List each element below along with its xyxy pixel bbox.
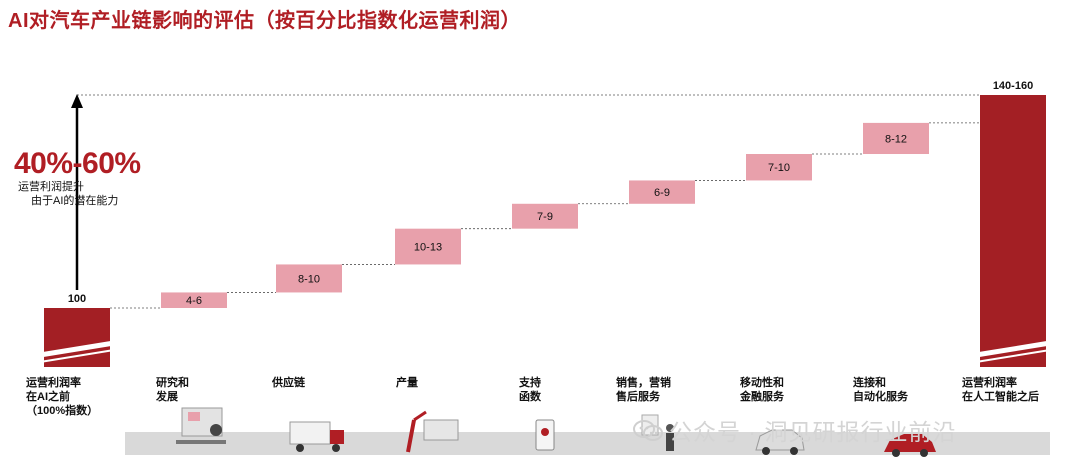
bar-value-label: 100 bbox=[68, 293, 86, 305]
bar-value-label: 6-9 bbox=[654, 187, 670, 199]
category-label: 研究和 发展 bbox=[156, 377, 189, 403]
robot-arm-factory-icon bbox=[406, 410, 459, 453]
increment-bar bbox=[746, 154, 812, 181]
uplift-value: 40%-60% bbox=[14, 147, 141, 180]
category-label: 产量 bbox=[396, 377, 418, 389]
watermark: 公众号 · 洞见研报行业前沿 bbox=[633, 413, 956, 449]
increment-bar bbox=[512, 203, 578, 229]
increment-bar bbox=[395, 228, 461, 265]
bar-value-label: 4-6 bbox=[186, 295, 202, 307]
category-label: 运营利润率 在人工智能之后 bbox=[962, 377, 1039, 403]
chart-title: AI对汽车产业链影响的评估（按百分比指数化运营利润） bbox=[8, 10, 521, 32]
shared-car-icon bbox=[755, 429, 805, 455]
bar-value-label: 140-160 bbox=[993, 80, 1033, 92]
bar-value-label: 7-9 bbox=[537, 211, 553, 223]
uplift-callout: 40%-60% 运营利润提升 由于AI的潜在能力 bbox=[14, 148, 141, 208]
bar-after-ai bbox=[980, 95, 1046, 367]
category-label: 连接和 自动化服务 bbox=[853, 377, 908, 403]
bar-value-label: 8-10 bbox=[298, 273, 320, 285]
uplift-caption-line2: 由于AI的潜在能力 bbox=[31, 195, 119, 207]
axis-break-mark bbox=[975, 349, 1051, 363]
increment-bar bbox=[161, 292, 227, 308]
increment-bar bbox=[276, 264, 342, 293]
axis-break-mark bbox=[39, 340, 115, 358]
watermark-text: 公众号 · 洞见研报行业前沿 bbox=[669, 419, 957, 445]
category-label: 供应链 bbox=[272, 377, 305, 389]
rd-workstation-icon bbox=[176, 407, 226, 444]
axis-break-mark bbox=[39, 349, 115, 363]
bar-value-label: 8-12 bbox=[885, 133, 907, 145]
bar-value-label: 10-13 bbox=[414, 242, 442, 254]
category-label: 移动性和 金融服务 bbox=[740, 377, 784, 403]
ground-strip bbox=[125, 432, 1050, 455]
uplift-arrow-head bbox=[71, 94, 83, 108]
increment-bar bbox=[863, 122, 929, 155]
bar-before-ai bbox=[44, 308, 110, 367]
category-label: 支持 函数 bbox=[519, 377, 541, 403]
delivery-truck-icon bbox=[289, 421, 344, 452]
wechat-icon bbox=[633, 419, 663, 449]
bar-value-label: 7-10 bbox=[768, 162, 790, 174]
phone-support-icon bbox=[535, 419, 555, 451]
axis-break-mark bbox=[975, 340, 1051, 358]
connected-car-icon bbox=[884, 434, 936, 457]
category-label: 销售，营销 售后服务 bbox=[616, 377, 671, 403]
uplift-caption-line1: 运营利润提升 bbox=[18, 181, 84, 193]
increment-bar bbox=[629, 180, 695, 204]
category-label: 运营利润率 在AI之前 （100%指数） bbox=[26, 377, 99, 417]
